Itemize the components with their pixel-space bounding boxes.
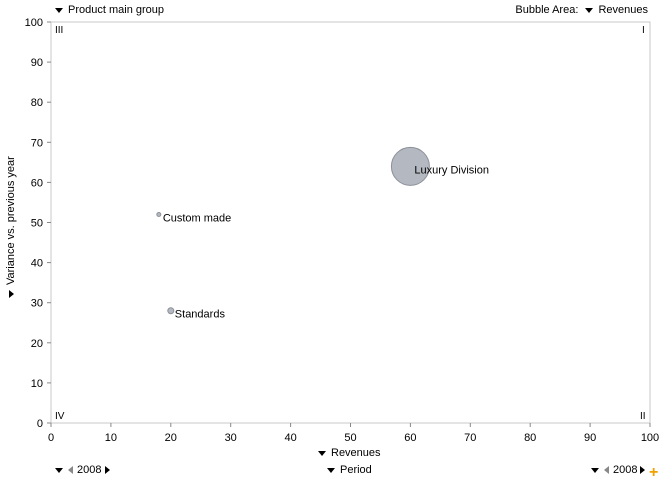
x-tick-label: 60: [404, 432, 416, 444]
y-tick-label: 90: [31, 57, 43, 69]
y-tick-label: 50: [31, 218, 43, 230]
y-tick-label: 30: [31, 298, 43, 310]
x-tick-label: 90: [584, 432, 596, 444]
x-tick-label: 0: [48, 432, 54, 444]
bubble-label: Luxury Division: [414, 164, 489, 176]
product-group-selector[interactable]: Product main group: [55, 4, 164, 16]
next-period-icon[interactable]: [640, 466, 646, 475]
x-tick-label: 50: [344, 432, 356, 444]
bubble-label: Custom made: [163, 212, 231, 224]
y-tick-label: 100: [25, 17, 43, 29]
plot-area: [50, 21, 651, 424]
y-tick-label: 20: [31, 338, 43, 350]
left-year: 2008: [77, 464, 102, 476]
bubble-label: Standards: [175, 309, 226, 321]
y-tick-label: 0: [37, 418, 43, 430]
right-period-control: 2008: [591, 464, 646, 476]
dropdown-arrow-icon: [318, 450, 326, 456]
dropdown-arrow-icon: [327, 467, 335, 473]
dropdown-arrow-icon[interactable]: [591, 467, 599, 473]
y-tick-label: 10: [31, 378, 43, 390]
x-tick-label: 10: [105, 432, 117, 444]
x-tick-label: 30: [225, 432, 237, 444]
quadrant-label-top-right: I: [642, 25, 645, 36]
next-period-icon[interactable]: [105, 466, 111, 475]
quadrant-label-top-left: III: [55, 25, 64, 36]
dropdown-arrow-icon[interactable]: [55, 467, 63, 473]
bubble[interactable]: [167, 307, 175, 315]
x-tick-label: 100: [641, 432, 659, 444]
previous-period-icon[interactable]: [68, 466, 73, 475]
quadrant-label-bottom-right: II: [640, 411, 646, 422]
add-icon[interactable]: +: [649, 464, 659, 481]
bubble[interactable]: [156, 211, 162, 217]
y-tick-label: 80: [31, 97, 43, 109]
y-tick-label: 60: [31, 177, 43, 189]
x-axis-title: Revenues: [331, 447, 381, 459]
previous-period-icon[interactable]: [604, 466, 609, 475]
quadrant-label-bottom-left: IV: [55, 411, 65, 422]
bubble[interactable]: [390, 146, 430, 186]
left-period-control: 2008: [55, 464, 111, 476]
y-tick-label: 70: [31, 137, 43, 149]
x-axis-selector[interactable]: Revenues: [318, 447, 381, 459]
bubble-area-control: Bubble Area: Revenues: [515, 4, 648, 16]
period-selector[interactable]: Period: [327, 464, 372, 476]
x-tick-label: 20: [165, 432, 177, 444]
bubble-area-selector[interactable]: Revenues: [585, 4, 648, 16]
dropdown-arrow-icon: [585, 7, 594, 13]
dropdown-arrow-icon: [55, 7, 63, 13]
x-tick-label: 70: [464, 432, 476, 444]
y-tick-label: 40: [31, 258, 43, 270]
right-year: 2008: [613, 464, 638, 476]
x-tick-label: 80: [524, 432, 536, 444]
x-tick-label: 40: [284, 432, 296, 444]
bubble-area-label: Bubble Area:: [515, 4, 579, 16]
